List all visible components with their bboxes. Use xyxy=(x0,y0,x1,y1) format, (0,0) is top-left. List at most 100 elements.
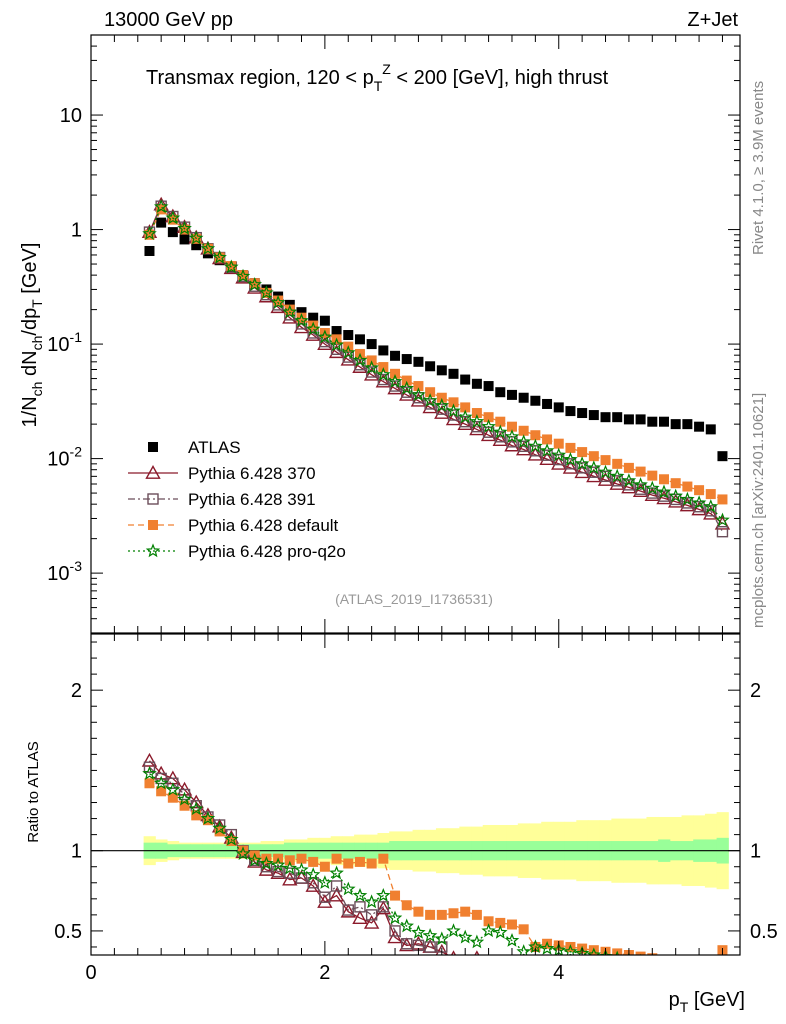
point-pythia-6-428-default xyxy=(682,481,693,492)
point-pythia-6-428-pro-q2o xyxy=(539,443,555,457)
point-pythia-6-428-default xyxy=(296,312,307,323)
header-left: 13000 GeV pp xyxy=(104,9,233,31)
point-pythia-6-428-pro-q2o xyxy=(703,499,719,513)
point-pythia-6-428-default xyxy=(471,408,482,419)
ratio-y-tick-label-right: 0.5 xyxy=(750,921,778,943)
ratio-point-pythia-6-428-391 xyxy=(365,909,378,921)
point-pythia-6-428-pro-q2o xyxy=(457,409,473,424)
point-pythia-6-428-default xyxy=(705,489,716,500)
point-pythia-6-428-391 xyxy=(658,490,670,502)
ratio-point-pythia-6-428-pro-q2o xyxy=(640,953,642,955)
analysis-id: (ATLAS_2019_I1736531) xyxy=(335,591,493,607)
point-pythia-6-428-pro-q2o xyxy=(235,268,251,283)
point-atlas xyxy=(682,419,693,430)
ratio-point-pythia-6-428-default xyxy=(706,961,716,971)
y-tick-label: 10-2 xyxy=(47,444,82,471)
point-pythia-6-428-370 xyxy=(562,459,579,474)
point-pythia-6-428-370 xyxy=(574,464,590,479)
ratio-point-pythia-6-428-pro-q2o xyxy=(682,962,693,973)
point-pythia-6-428-pro-q2o xyxy=(399,380,414,395)
ratio-point-pythia-6-428-370 xyxy=(141,752,158,767)
point-pythia-6-428-pro-q2o xyxy=(177,220,192,235)
legend-marker xyxy=(145,543,161,558)
point-atlas xyxy=(401,354,412,365)
ratio-point-pythia-6-428-default xyxy=(436,909,447,920)
point-pythia-6-428-default xyxy=(202,243,213,254)
ratio-point-pythia-6-428-default xyxy=(448,908,459,919)
point-pythia-6-428-pro-q2o xyxy=(621,473,637,488)
point-pythia-6-428-391 xyxy=(716,525,729,538)
ratio-point-pythia-6-428-default xyxy=(308,856,319,867)
ratio-point-pythia-6-428-default xyxy=(460,906,471,917)
ratio-point-pythia-6-428-pro-q2o xyxy=(399,918,414,933)
point-atlas xyxy=(167,227,178,238)
point-pythia-6-428-pro-q2o xyxy=(305,321,321,336)
point-pythia-6-428-default xyxy=(588,451,599,462)
point-pythia-6-428-391 xyxy=(611,475,623,487)
ratio-y-tick-label: 2 xyxy=(71,680,82,702)
point-pythia-6-428-pro-q2o xyxy=(715,512,730,527)
point-atlas xyxy=(436,365,447,376)
ratio-point-pythia-6-428-370 xyxy=(305,878,321,892)
point-pythia-6-428-pro-q2o xyxy=(282,304,298,319)
point-pythia-6-428-default xyxy=(483,412,494,423)
ratio-point-pythia-6-428-pro-q2o xyxy=(446,923,461,938)
ratio-point-pythia-6-428-default xyxy=(354,856,365,867)
point-pythia-6-428-370 xyxy=(703,505,719,520)
point-pythia-6-428-pro-q2o xyxy=(586,460,602,475)
point-pythia-6-428-370 xyxy=(586,468,602,483)
point-pythia-6-428-default xyxy=(366,355,377,366)
ratio-point-pythia-6-428-pro-q2o xyxy=(717,960,728,971)
ratio-point-pythia-6-428-pro-q2o xyxy=(411,924,426,939)
ratio-point-pythia-6-428-pro-q2o xyxy=(317,875,333,889)
point-pythia-6-428-pro-q2o xyxy=(563,451,578,466)
point-pythia-6-428-391 xyxy=(365,366,378,378)
legend-item-pythia-6-428-370: Pythia 6.428 370 xyxy=(128,464,316,483)
ratio-point-pythia-6-428-default xyxy=(296,853,307,864)
point-pythia-6-428-default xyxy=(319,327,330,338)
point-pythia-6-428-pro-q2o xyxy=(422,393,438,407)
legend-label: Pythia 6.428 default xyxy=(188,516,339,535)
ratio-point-pythia-6-428-pro-q2o xyxy=(457,929,473,944)
ratio-point-pythia-6-428-pro-q2o xyxy=(434,931,450,946)
point-pythia-6-428-370 xyxy=(515,441,532,456)
ratio-point-pythia-6-428-391 xyxy=(401,938,413,950)
point-pythia-6-428-391 xyxy=(576,462,588,474)
ratio-point-pythia-6-428-391 xyxy=(167,777,179,789)
point-pythia-6-428-391 xyxy=(623,479,635,491)
point-pythia-6-428-391 xyxy=(669,493,682,506)
point-pythia-6-428-370 xyxy=(492,432,508,447)
point-pythia-6-428-pro-q2o xyxy=(270,295,286,309)
y-tick-label: 10 xyxy=(60,105,82,127)
point-pythia-6-428-default xyxy=(717,494,728,505)
x-axis-label: pT [GeV] xyxy=(669,989,745,1015)
point-pythia-6-428-370 xyxy=(691,501,707,516)
ratio-point-pythia-6-428-pro-q2o xyxy=(539,940,555,955)
point-pythia-6-428-pro-q2o xyxy=(200,241,216,255)
point-pythia-6-428-370 xyxy=(621,479,637,494)
y-tick-label: 10-3 xyxy=(47,558,82,585)
point-atlas xyxy=(577,408,588,419)
plot-title: Transmax region, 120 < pTZ < 200 [GeV], … xyxy=(146,61,609,94)
ratio-point-pythia-6-428-default xyxy=(390,890,401,901)
point-pythia-6-428-pro-q2o xyxy=(528,438,543,453)
point-pythia-6-428-pro-q2o xyxy=(224,259,239,274)
point-atlas xyxy=(366,339,377,350)
point-pythia-6-428-391 xyxy=(693,501,705,513)
point-pythia-6-428-370 xyxy=(527,446,544,461)
ratio-point-pythia-6-428-391 xyxy=(330,880,343,892)
point-pythia-6-428-pro-q2o xyxy=(434,397,450,412)
ratio-y-tick-label: 0.5 xyxy=(54,921,82,943)
point-atlas xyxy=(694,421,705,432)
point-atlas xyxy=(343,330,354,341)
ratio-point-pythia-6-428-pro-q2o xyxy=(574,945,590,955)
point-atlas xyxy=(179,234,190,245)
point-pythia-6-428-default xyxy=(308,320,319,331)
ratio-point-pythia-6-428-pro-q2o xyxy=(670,960,681,971)
point-pythia-6-428-pro-q2o xyxy=(574,456,590,471)
point-atlas xyxy=(471,378,482,389)
ratio-panel: 0.5 0.5 1 1 2 2 0 2 4 Ratio to ATLAS pT [GeV] xyxy=(25,633,778,1015)
point-atlas xyxy=(623,414,634,425)
point-pythia-6-428-default xyxy=(506,421,517,432)
ratio-point-pythia-6-428-391 xyxy=(143,761,156,773)
